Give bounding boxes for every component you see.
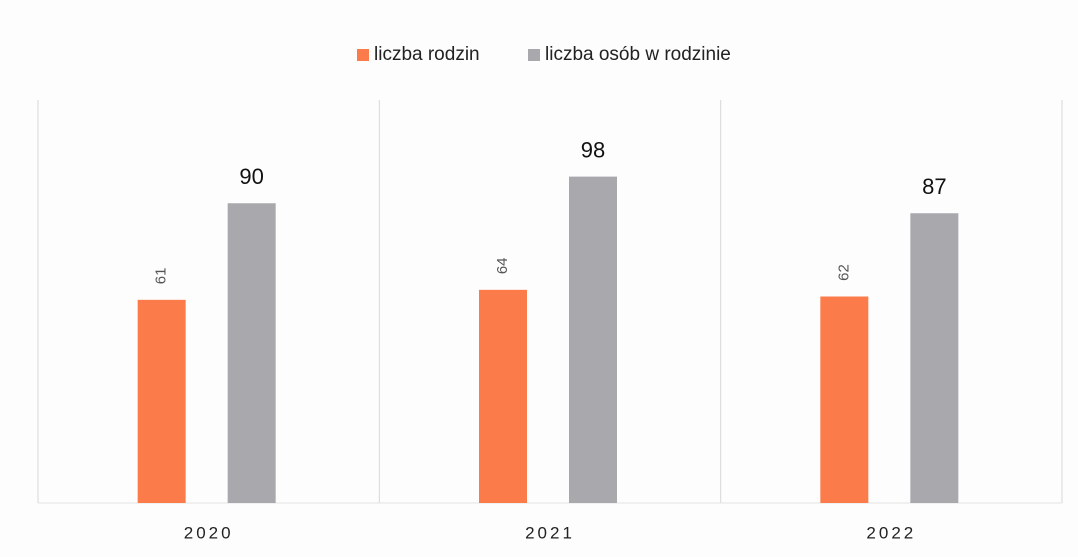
bar: [820, 296, 869, 503]
value-label: 98: [581, 137, 605, 162]
legend: liczba rodzin liczba osób w rodzinie: [357, 44, 731, 65]
value-label: 87: [922, 174, 946, 199]
value-label: 61: [153, 267, 170, 284]
bar: [137, 299, 186, 503]
value-label: 90: [239, 164, 263, 189]
x-tick-label: 2022: [866, 523, 916, 542]
legend-label: liczba osób w rodzinie: [545, 44, 731, 65]
legend-swatch: [357, 49, 369, 61]
bar: [569, 176, 617, 503]
value-label: 62: [835, 264, 852, 281]
legend-label: liczba rodzin: [374, 44, 480, 65]
legend-swatch: [528, 49, 540, 61]
x-tick-label: 2021: [525, 523, 575, 542]
bar: [227, 203, 276, 504]
value-label: 64: [494, 257, 511, 274]
x-tick-label: 2020: [184, 523, 234, 542]
bar: [910, 213, 959, 503]
bar: [479, 289, 527, 503]
